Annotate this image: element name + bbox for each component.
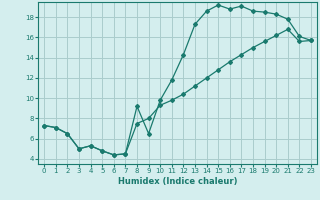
X-axis label: Humidex (Indice chaleur): Humidex (Indice chaleur) (118, 177, 237, 186)
